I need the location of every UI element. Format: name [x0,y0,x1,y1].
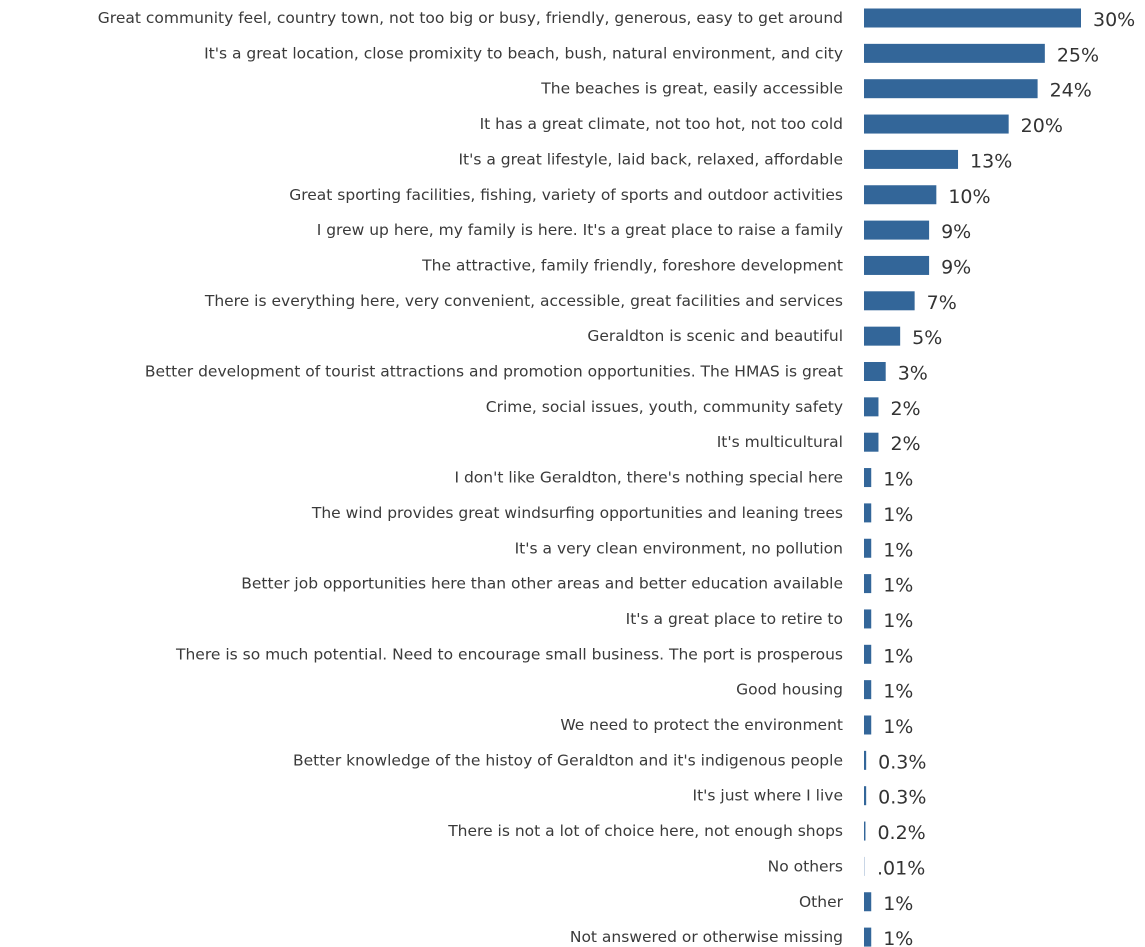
category-label: No others [768,857,843,875]
data-label: 0.3% [878,787,926,809]
data-label: 1% [883,610,913,632]
bar [864,149,959,169]
bar [864,79,1038,99]
category-label: There is everything here, very convenien… [204,292,843,310]
data-label: 5% [912,327,942,349]
bar [864,8,1081,28]
data-label: 2% [890,433,920,455]
data-label: 1% [883,645,913,667]
bar [864,574,872,594]
category-label: Better development of tourist attraction… [145,363,843,381]
category-label: Crime, social issues, youth, community s… [486,398,843,416]
category-label: Not answered or otherwise missing [570,928,843,946]
category-label: Great sporting facilities, fishing, vari… [289,186,843,204]
bar [864,680,872,700]
bar [864,538,872,558]
bar [864,185,937,205]
category-label: I grew up here, my family is here. It's … [317,221,843,239]
data-label: 0.2% [877,822,925,844]
category-label: It's just where I live [693,787,843,805]
data-label: 1% [883,928,913,947]
data-label: 10% [948,186,990,208]
bar [864,362,886,381]
category-label: It's a great place to retire to [626,610,843,628]
category-label: It has a great climate, not too hot, not… [480,115,843,133]
category-label: Great community feel, country town, not … [98,9,843,27]
value-labels: 30% 25% 24% 20% 13% 10% 9% 9% 7% 5% 3% 2% 2% 1% 1% 1% 1%… [877,9,1135,947]
bar [864,892,872,912]
bar [864,503,872,523]
bar [864,856,865,876]
bar [864,750,867,770]
category-labels: Great community feel, country town, not … [98,9,844,946]
data-label: 1% [883,893,913,915]
bar [864,220,930,240]
bar [864,927,872,947]
data-label: 1% [883,539,913,561]
category-label: Good housing [736,681,843,699]
category-label: Other [799,893,844,911]
data-label: 30% [1093,9,1135,31]
category-label: The beaches is great, easily accessible [540,80,843,98]
bar [864,821,866,841]
bar [864,609,872,629]
data-label: 25% [1057,44,1099,66]
data-label: 3% [898,363,928,385]
bar [864,326,901,346]
bars [864,8,1081,947]
bar [864,468,872,488]
category-label: Geraldton is scenic and beautiful [587,327,843,345]
bar [864,397,879,417]
category-label: It's multicultural [717,433,843,451]
bar [864,255,930,275]
data-label: 1% [883,575,913,597]
bar [864,43,1045,63]
data-label: 7% [927,292,957,314]
data-label: 20% [1021,115,1063,137]
category-label: Better knowledge of the histoy of Gerald… [293,751,843,769]
data-label: 1% [883,469,913,491]
data-label: 1% [883,716,913,738]
data-label: 9% [941,221,971,243]
data-label: .01% [877,857,925,879]
category-label: I don't like Geraldton, there's nothing … [454,469,843,487]
bar [864,715,872,735]
bar [864,786,867,806]
bar [864,114,1009,134]
data-label: 0.3% [878,751,926,773]
category-label: We need to protect the environment [560,716,843,734]
data-label: 1% [883,681,913,703]
data-label: 9% [941,256,971,278]
category-label: There is so much potential. Need to enco… [175,645,843,663]
bar [864,644,872,664]
data-label: 24% [1050,80,1092,102]
data-label: 1% [883,504,913,526]
category-label: The wind provides great windsurfing oppo… [311,504,843,522]
bar [864,432,879,452]
data-label: 2% [890,398,920,420]
category-label: It's a great lifestyle, laid back, relax… [458,150,843,168]
bar [864,291,915,311]
category-label: The attractive, family friendly, foresho… [421,256,843,274]
category-label: It's a very clean environment, no pollut… [515,539,843,557]
category-label: There is not a lot of choice here, not e… [447,822,843,840]
data-label: 13% [970,150,1012,172]
category-label: Better job opportunities here than other… [241,575,843,593]
category-label: It's a great location, close promixity t… [204,44,843,62]
